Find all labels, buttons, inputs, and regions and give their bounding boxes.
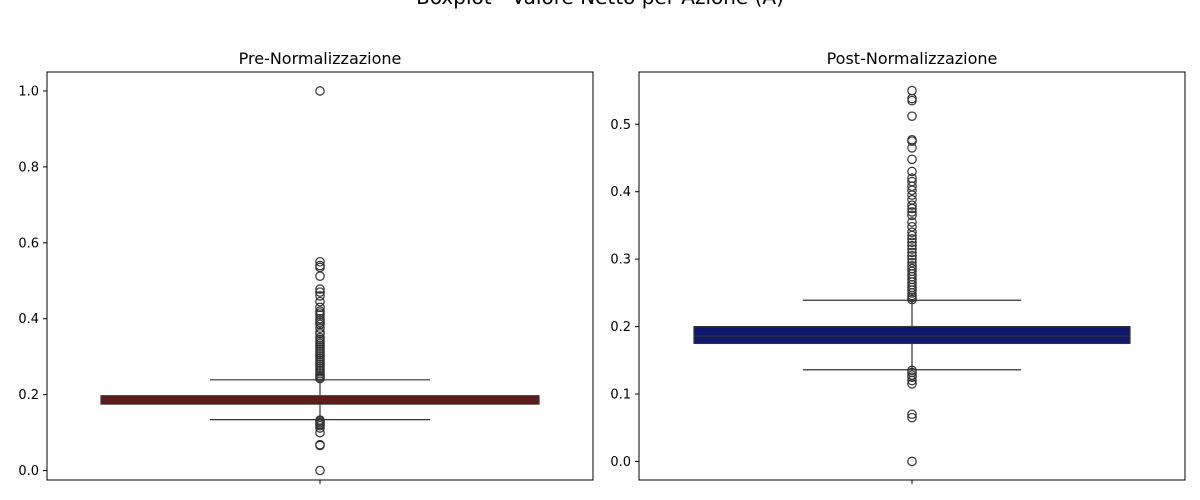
outlier-point [907, 210, 917, 221]
panel-post-normalizzazione: Post-Normalizzazione 0.0 0.1 0.2 0.3 0.4 0.5 [610, 49, 1186, 484]
y-tick-label: 0.4 [18, 312, 39, 327]
outlier-point [907, 370, 917, 380]
outlier-point [315, 306, 325, 316]
outlier-point [907, 173, 917, 184]
y-tick-label: 1.0 [18, 84, 39, 99]
outlier-point [315, 465, 325, 476]
y-tick-label: 0.1 [610, 388, 631, 403]
outlier-point [907, 263, 917, 274]
outlier-point [907, 365, 917, 376]
outlier-point [907, 237, 917, 248]
y-tick-label: 0.2 [18, 388, 39, 403]
outlier-point [907, 227, 917, 237]
outlier-point [907, 250, 917, 261]
outlier-point [907, 257, 917, 268]
outlier-point [907, 207, 917, 217]
y-tick-label: 0.6 [18, 236, 39, 251]
outlier-point [315, 291, 325, 301]
outlier-point [907, 244, 917, 254]
outlier-point [907, 234, 917, 244]
y-tick-label: 0.5 [610, 118, 631, 133]
outlier-point [907, 221, 917, 232]
outlier-point [907, 254, 917, 264]
outlier-point [907, 240, 917, 251]
outlier-point [907, 456, 917, 467]
y-tick-label: 0.2 [610, 320, 631, 335]
outlier-point [907, 176, 917, 187]
outlier-point [907, 247, 917, 258]
outlier-point [315, 287, 325, 297]
outlier-point [907, 111, 917, 121]
outlier-point [315, 439, 325, 450]
outlier-point [907, 217, 917, 227]
outlier-point [907, 412, 917, 423]
outlier-point [315, 327, 325, 337]
y-tick-label: 0.3 [610, 253, 631, 268]
outlier-point [315, 284, 325, 294]
subplot-title: Post-Normalizzazione [827, 49, 998, 68]
y-tick-label: 0.0 [18, 464, 39, 479]
outlier-point [315, 302, 325, 313]
outlier-point [907, 154, 917, 165]
subplot-title: Pre-Normalizzazione [239, 49, 402, 68]
panel-pre-normalizzazione: Pre-Normalizzazione 0.0 0.2 0.4 0.6 0.8 1.0 [18, 49, 594, 484]
y-tick-label: 0.4 [610, 185, 631, 200]
outlier-point [315, 296, 325, 307]
outlier-point [907, 134, 917, 145]
iqr-box [693, 325, 1131, 345]
y-tick-label: 0.8 [18, 160, 39, 175]
outlier-point [315, 323, 325, 333]
outlier-point [315, 415, 325, 425]
outlier-point [907, 409, 917, 420]
outlier-point [907, 194, 917, 205]
outlier-point [315, 260, 325, 271]
outlier-point [315, 256, 325, 267]
outlier-point [907, 85, 917, 96]
outlier-point [315, 313, 325, 324]
y-tick-label: 0.0 [610, 455, 631, 470]
outlier-point [315, 332, 325, 343]
figure-title: Boxplot - Valore Netto per Azione (A) [416, 0, 784, 9]
outlier-point [315, 86, 325, 96]
outlier-point [907, 166, 917, 177]
outlier-point [907, 261, 917, 271]
outlier-point [907, 200, 917, 210]
